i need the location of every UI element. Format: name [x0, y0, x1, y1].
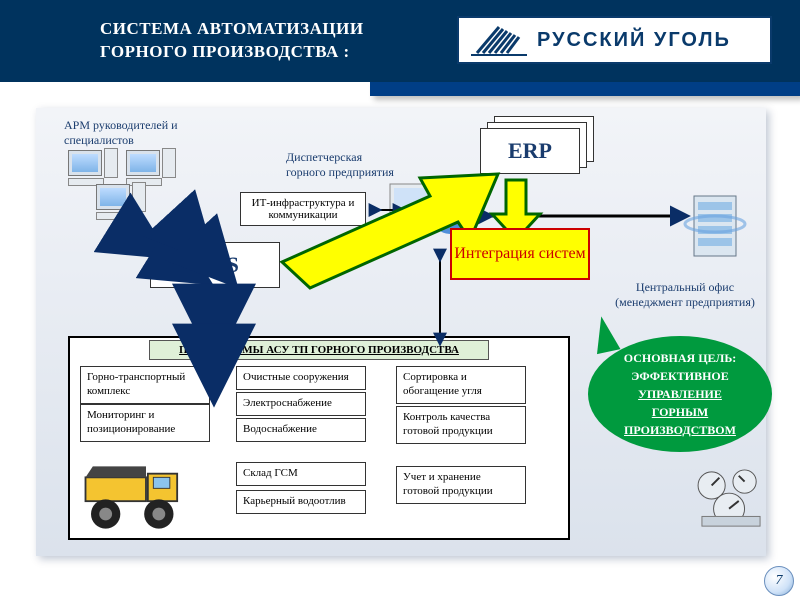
goal-line2: ЭФФЕКТИВНОЕ	[631, 369, 729, 383]
subsys-box-col1-1: Мониторинг и позиционирование	[80, 404, 210, 442]
header-bar: СИСТЕМА АВТОМАТИЗАЦИИ ГОРНОГО ПРОИЗВОДСТ…	[0, 0, 800, 82]
page-number: 7	[776, 573, 783, 589]
subsys-box-col2-2: Водоснабжение	[236, 418, 366, 442]
box-mes: MES	[150, 242, 280, 288]
goal-bubble: ОСНОВНАЯ ЦЕЛЬ: ЭФФЕКТИВНОЕ УПРАВЛЕНИЕ ГО…	[588, 336, 772, 452]
subsys-box-col2-1: Электроснабжение	[236, 392, 366, 416]
mining-truck-icon	[80, 460, 190, 535]
subsys-box-col3-0: Сортировка и обогащение угля	[396, 366, 526, 404]
box-erp: ERP	[480, 128, 580, 174]
logo-box: РУССКИЙ УГОЛЬ	[457, 16, 772, 64]
server-icon	[676, 188, 754, 271]
label-central-office: Центральный офис (менеджмент предприятия…	[600, 280, 770, 310]
slide-title: СИСТЕМА АВТОМАТИЗАЦИИ ГОРНОГО ПРОИЗВОДСТ…	[0, 18, 364, 64]
subsys-box-col1-0: Горно-транспортный комплекс	[80, 366, 210, 404]
goal-line3: УПРАВЛЕНИЕ	[638, 387, 722, 401]
subsys-box-col2-3: Склад ГСМ	[236, 462, 366, 486]
gauges-icon	[692, 468, 770, 530]
page-number-badge: 7	[764, 566, 794, 596]
goal-line4: ГОРНЫМ	[652, 405, 708, 419]
subsys-box-col2-0: Очистные сооружения	[236, 366, 366, 390]
label-dispatch: Диспетчерская горного предприятия	[286, 150, 426, 180]
subsys-box-col3-1: Контроль качества готовой продукции	[396, 406, 526, 444]
label-arm: АРМ руководителей и специалистов	[64, 118, 214, 148]
box-it-infra: ИТ-инфраструктура и коммуникации	[240, 192, 366, 226]
goal-line1: ОСНОВНАЯ ЦЕЛЬ:	[624, 351, 737, 365]
subsys-box-col2-4: Карьерный водоотлив	[236, 490, 366, 514]
subsys-box-col3-2: Учет и хранение готовой продукции	[396, 466, 526, 504]
logo-text: РУССКИЙ УГОЛЬ	[537, 29, 731, 52]
header-accent-strip	[370, 82, 800, 96]
goal-line5: ПРОИЗВОДСТВОМ	[624, 423, 736, 437]
box-integration: Интеграция систем	[450, 228, 590, 280]
logo-pyramid-icon	[469, 23, 529, 57]
title-line1: СИСТЕМА АВТОМАТИЗАЦИИ	[100, 19, 364, 38]
subsystems-title: ПОДСИСТЕМЫ АСУ ТП ГОРНОГО ПРОИЗВОДСТВА	[149, 340, 489, 360]
title-line2: ГОРНОГО ПРОИЗВОДСТВА :	[100, 42, 350, 61]
